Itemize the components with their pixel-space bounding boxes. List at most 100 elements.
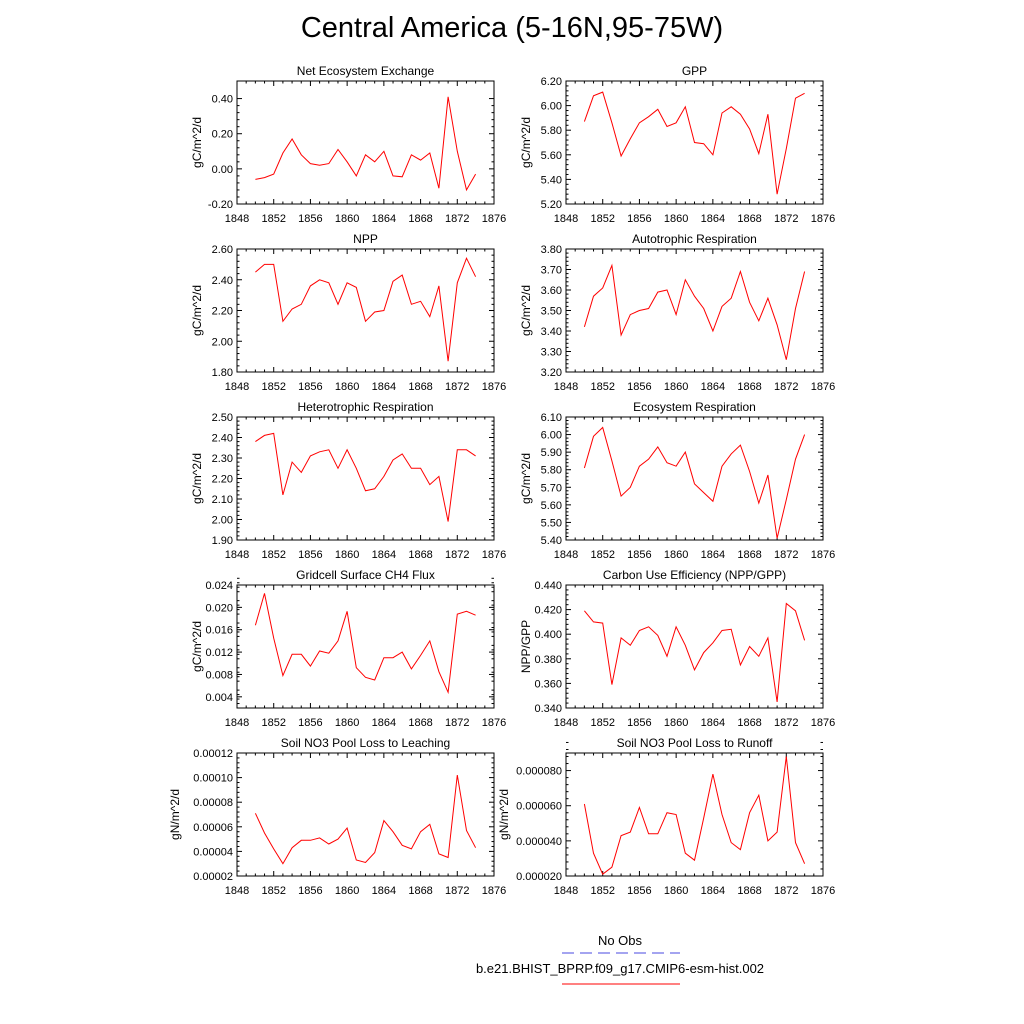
panel-title: Autotrophic Respiration [632,232,757,246]
y-tick-label: 0.380 [534,654,562,666]
y-tick-label: 5.20 [541,199,562,211]
x-tick-label: 1860 [664,717,688,729]
y-tick-label: 5.40 [541,174,562,186]
panel-title: Soil NO3 Pool Loss to Leaching [281,736,450,750]
x-tick-label: 1848 [554,717,578,729]
y-tick-label: 1.80 [212,367,233,379]
plot-frame [236,416,495,541]
x-tick-label: 1868 [408,885,432,897]
y-tick-label: 3.30 [541,347,562,359]
series-line [254,775,477,865]
x-tick-label: 1848 [554,381,578,393]
x-tick-label: 1856 [298,549,322,561]
x-tick-label: 1864 [701,549,725,561]
x-tick-label: 1872 [445,549,469,561]
x-tick-label: 1856 [627,213,651,225]
plot-frame [236,248,495,373]
x-tick-label: 1876 [482,717,506,729]
y-tick-label: 5.90 [541,447,562,459]
x-tick-label: 1864 [372,885,396,897]
y-tick-label: 2.40 [212,433,233,445]
y-tick-label: 6.00 [541,430,562,442]
x-tick-label: 1876 [811,213,835,225]
x-tick-label: 1848 [225,885,249,897]
y-tick-label: 2.50 [212,412,233,424]
y-tick-label: 5.80 [541,125,562,137]
series-line [584,602,806,702]
series-line [255,432,476,522]
y-tick-label: 0.008 [205,669,233,681]
x-tick-label: 1868 [737,381,761,393]
x-tick-label: 1876 [811,885,835,897]
x-tick-label: 1876 [811,717,835,729]
y-axis-label: gN/m^2/d [497,789,511,840]
x-tick-label: 1848 [225,549,249,561]
y-axis-label: gC/m^2/d [190,453,204,504]
y-tick-label: 2.30 [212,453,233,465]
y-tick-label: 0.440 [534,580,562,592]
x-tick-label: 1852 [590,213,614,225]
y-tick-label: 2.60 [212,244,233,256]
x-tick-label: 1868 [737,717,761,729]
panel-title: Ecosystem Respiration [633,400,756,414]
y-tick-label: 3.80 [541,244,562,256]
x-tick-label: 1864 [701,213,725,225]
y-axis-label: gN/m^2/d [168,789,182,840]
legend-obs-line [562,952,680,954]
y-axis-label: gC/m^2/d [190,117,204,168]
y-tick-label: 0.012 [205,647,233,659]
x-tick-label: 1872 [774,213,798,225]
x-tick-label: 1860 [335,717,359,729]
y-tick-label: 3.20 [541,367,562,379]
series-line [583,426,806,539]
y-tick-label: 2.20 [212,306,233,318]
y-tick-label: 0.00012 [193,748,233,760]
y-tick-label: 0.00004 [193,846,233,858]
x-tick-label: 1848 [225,213,249,225]
x-tick-label: 1868 [737,885,761,897]
series-line [583,263,806,360]
x-tick-label: 1848 [554,885,578,897]
x-tick-label: 1852 [261,213,285,225]
panel-4: Autotrophic Respiration gC/m^2/d 1848 1852 1… [519,232,835,393]
y-tick-label: 0.340 [534,703,562,715]
y-tick-label: 0.00006 [193,822,233,834]
y-tick-label: 3.40 [541,326,562,338]
x-tick-label: 1860 [664,381,688,393]
x-tick-label: 1852 [590,885,614,897]
x-tick-label: 1868 [408,381,432,393]
x-tick-label: 1856 [298,213,322,225]
x-tick-label: 1856 [298,381,322,393]
y-tick-label: 0.00008 [193,797,233,809]
y-tick-label: 0.020 [205,602,233,614]
x-tick-label: 1864 [701,885,725,897]
plot-frame [236,752,495,877]
y-tick-label: 0.00 [212,164,233,176]
x-tick-label: 1868 [737,549,761,561]
y-tick-label: 6.00 [541,101,562,113]
y-tick-label: 0.20 [212,129,233,141]
y-axis-label: gC/m^2/d [519,117,533,168]
panel-3: NPP gC/m^2/d 1848 1852 1856 1860 1864 1868 1872 1… [190,232,506,393]
y-tick-label: 0.000080 [516,766,562,778]
y-tick-label: 3.70 [541,265,562,277]
x-tick-label: 1852 [590,717,614,729]
x-tick-label: 1852 [590,549,614,561]
x-tick-label: 1876 [811,549,835,561]
y-tick-label: 0.004 [205,692,233,704]
x-tick-label: 1860 [664,885,688,897]
x-tick-label: 1876 [482,381,506,393]
y-tick-label: 0.00010 [193,773,233,785]
x-tick-label: 1848 [225,717,249,729]
x-tick-label: 1872 [445,717,469,729]
x-tick-label: 1868 [408,717,432,729]
y-tick-label: 5.60 [541,150,562,162]
x-tick-label: 1876 [482,213,506,225]
y-axis-label: gC/m^2/d [519,453,533,504]
legend-obs-label: No Obs [597,933,643,948]
x-tick-label: 1864 [372,381,396,393]
x-tick-label: 1872 [774,381,798,393]
panel-title: Gridcell Surface CH4 Flux [296,568,435,582]
x-tick-label: 1852 [261,717,285,729]
